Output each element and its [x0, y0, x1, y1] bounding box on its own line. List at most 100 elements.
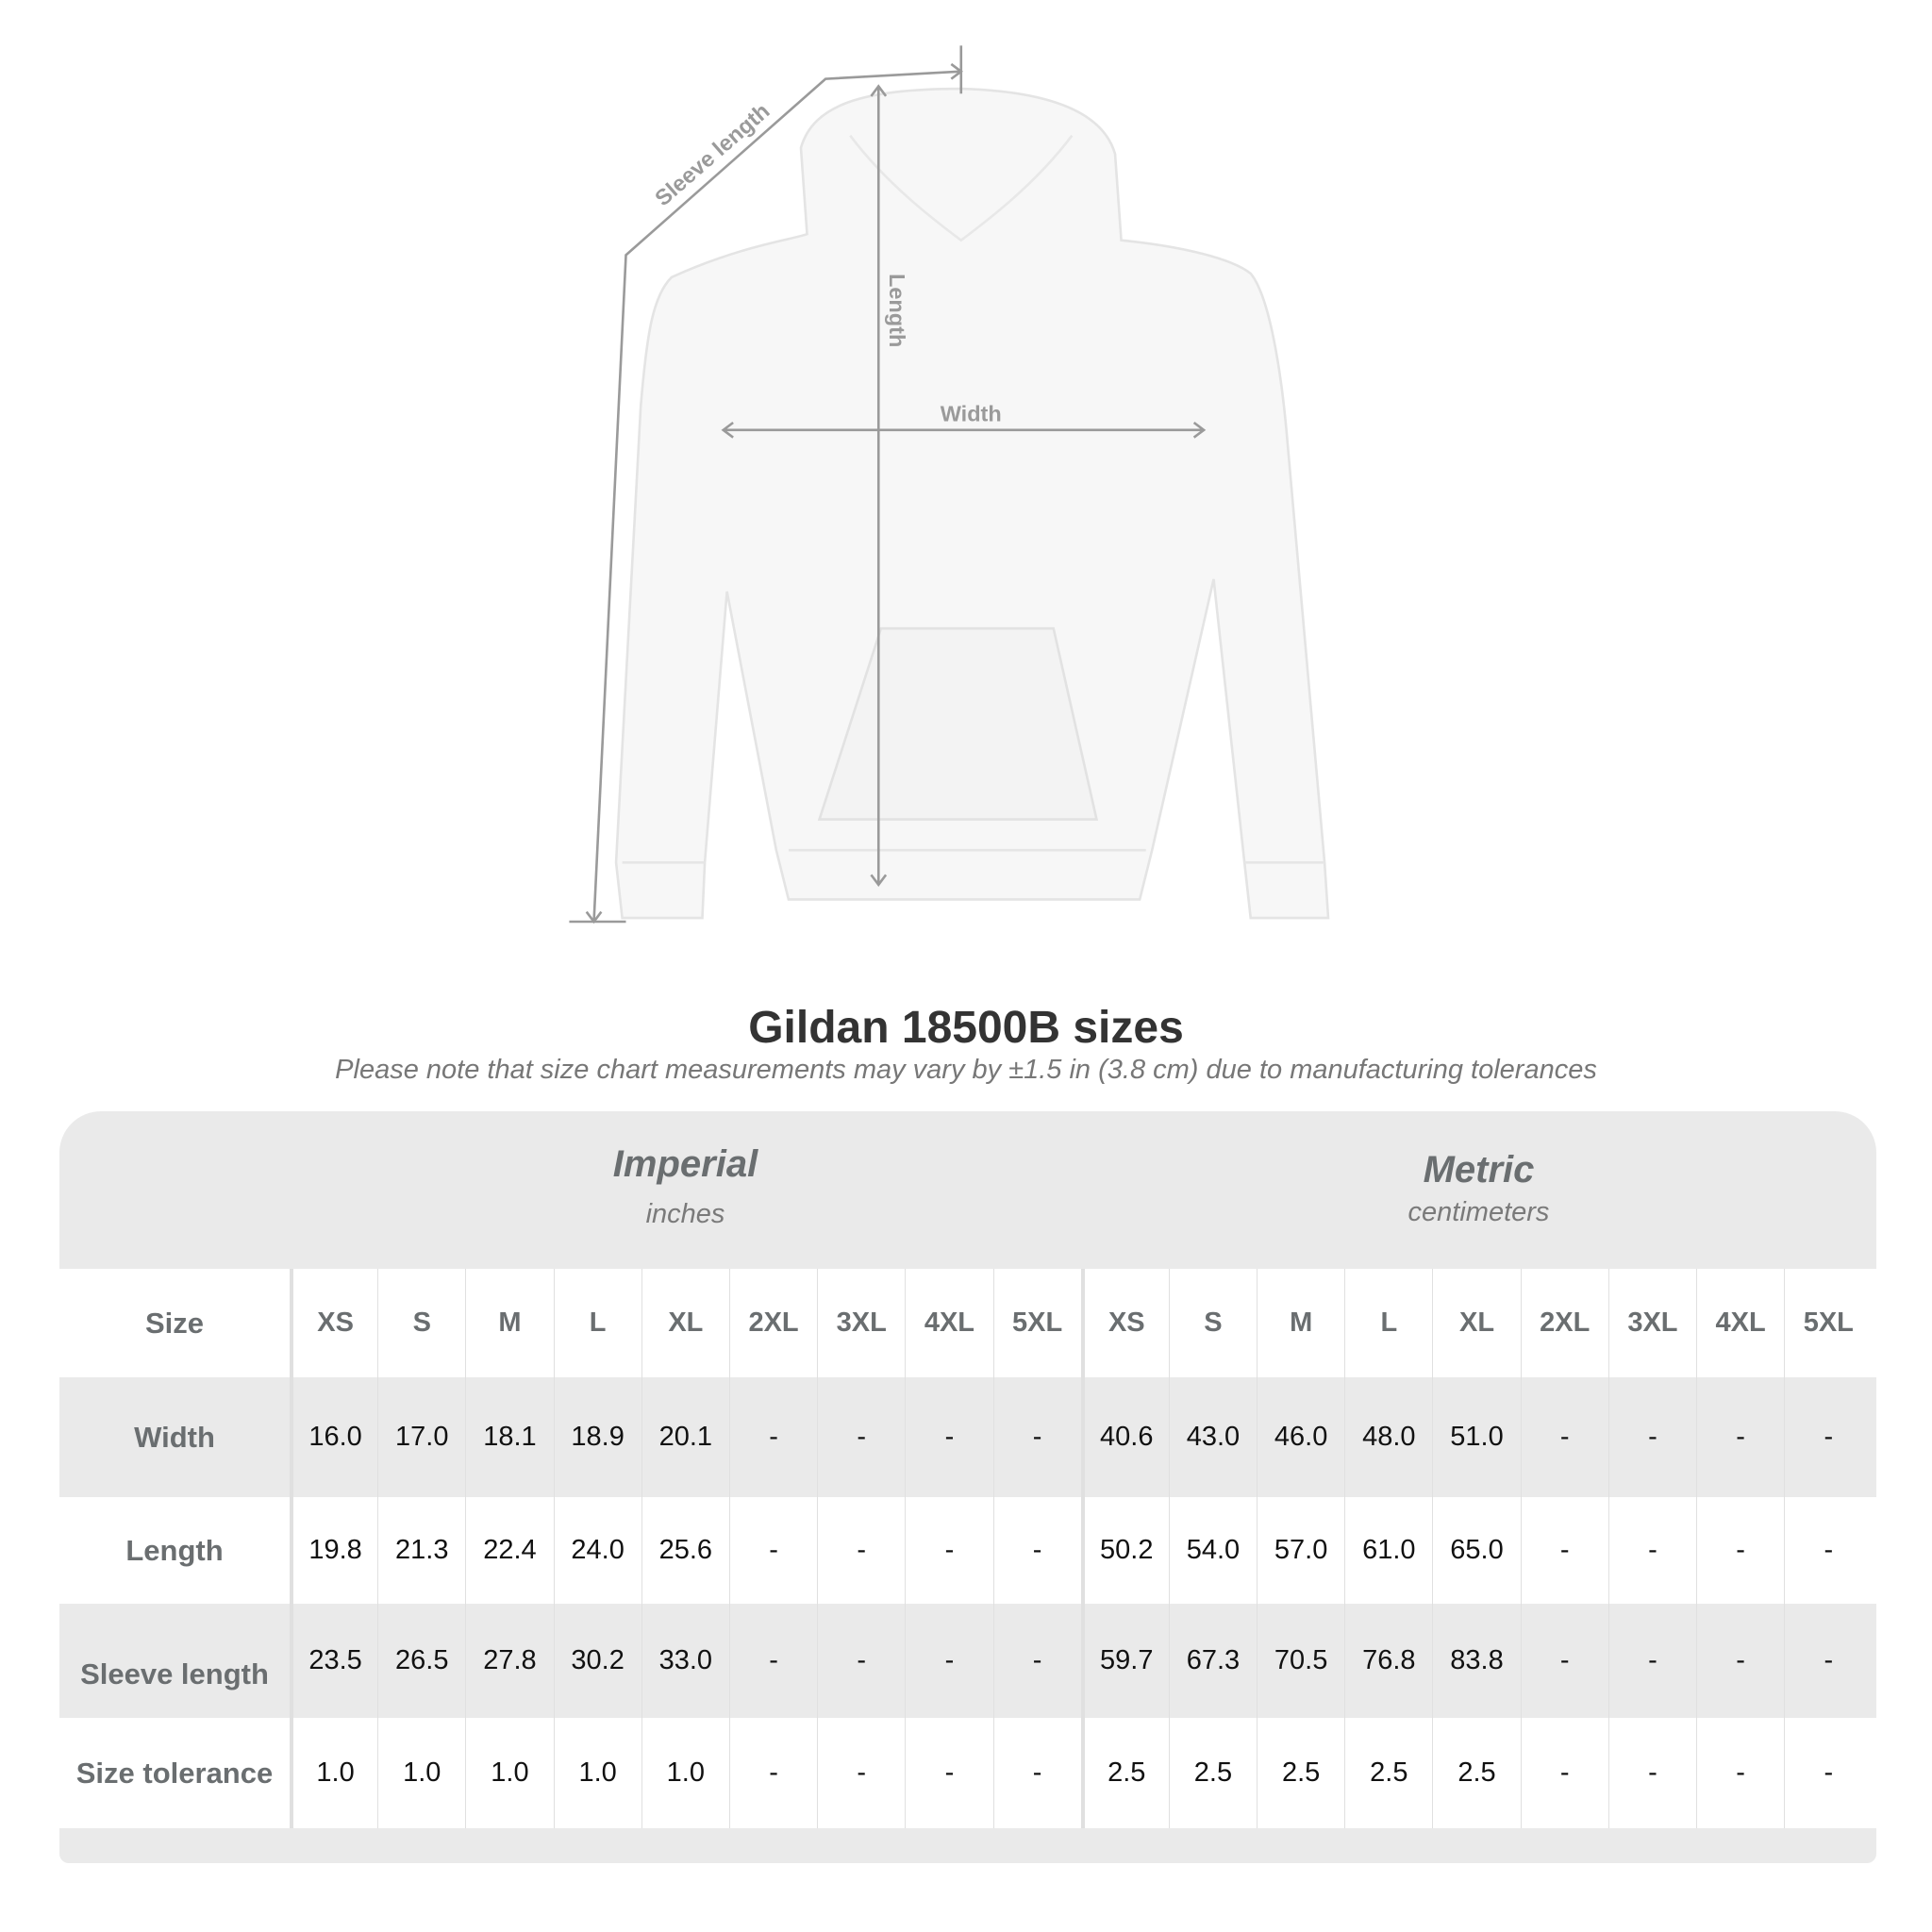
imperial-value-cell: 24.0 — [553, 1497, 641, 1604]
length-label: Length — [885, 274, 909, 347]
imperial-value-cell: - — [992, 1497, 1081, 1604]
measure-lines — [569, 45, 1207, 924]
imperial-value-cell: - — [728, 1377, 817, 1497]
metric-value-cell: 2.5 — [1168, 1718, 1257, 1828]
imperial-value-cell: - — [905, 1497, 992, 1604]
imperial-value-cell: - — [817, 1377, 905, 1497]
metric-size-header: 5XL — [1784, 1269, 1872, 1377]
metric-value-cell: 59.7 — [1080, 1604, 1169, 1718]
imperial-value-cell: 1.0 — [290, 1718, 377, 1828]
metric-value-cell: 67.3 — [1168, 1604, 1257, 1718]
metric-size-header: XL — [1432, 1269, 1520, 1377]
tolerance-note: Please note that size chart measurements… — [335, 1055, 1597, 1085]
imperial-size-header: 4XL — [905, 1269, 992, 1377]
metric-value-cell: 76.8 — [1344, 1604, 1432, 1718]
imperial-value-cell: 26.5 — [377, 1604, 465, 1718]
imperial-value-cell: - — [728, 1497, 817, 1604]
imperial-value-cell: - — [905, 1718, 992, 1828]
sleeve-length-label: Sleeve length — [650, 98, 774, 210]
metric-value-cell: 2.5 — [1344, 1718, 1432, 1828]
table-row: Sleeve length 23.5 26.5 27.8 30.2 33.0- - - -59.… — [59, 1604, 1876, 1718]
imperial-value-cell: 17.0 — [377, 1377, 465, 1497]
metric-size-header: XS — [1080, 1269, 1169, 1377]
metric-header: Metric centimeters — [1081, 1111, 1876, 1269]
metric-title: Metric — [1423, 1149, 1535, 1191]
row-label: Sleeve length — [80, 1657, 269, 1690]
imperial-value-cell: 21.3 — [377, 1497, 465, 1604]
metric-value-cell: 2.5 — [1257, 1718, 1344, 1828]
metric-size-header: 3XL — [1607, 1269, 1696, 1377]
size-label: Size — [144, 1306, 205, 1340]
metric-value-cell: - — [1607, 1497, 1696, 1604]
metric-value-cell: - — [1696, 1718, 1784, 1828]
metric-size-header: S — [1168, 1269, 1257, 1377]
table-row: Width 16.0 17.0 18.1 18.9 20.1- - - -40.6 43.0 46.… — [59, 1377, 1876, 1497]
metric-value-cell: - — [1696, 1604, 1784, 1718]
metric-value-cell: - — [1784, 1377, 1872, 1497]
metric-value-cell: 46.0 — [1257, 1377, 1344, 1497]
imperial-value-cell: 23.5 — [290, 1604, 377, 1718]
metric-value-cell: 70.5 — [1257, 1604, 1344, 1718]
imperial-value-cell: 16.0 — [290, 1377, 377, 1497]
row-label: Size tolerance — [75, 1756, 274, 1790]
metric-value-cell: 65.0 — [1432, 1497, 1520, 1604]
imperial-unit: inches — [645, 1199, 725, 1229]
imperial-title: Imperial — [612, 1143, 758, 1185]
imperial-size-header: 5XL — [992, 1269, 1081, 1377]
metric-size-header: 4XL — [1696, 1269, 1784, 1377]
imperial-value-cell: 30.2 — [553, 1604, 641, 1718]
imperial-value-cell: 22.4 — [465, 1497, 553, 1604]
metric-value-cell: - — [1784, 1497, 1872, 1604]
imperial-size-header: XS — [290, 1269, 377, 1377]
imperial-size-header: 2XL — [728, 1269, 817, 1377]
metric-value-cell: - — [1607, 1718, 1696, 1828]
imperial-value-cell: 33.0 — [641, 1604, 729, 1718]
metric-value-cell: 57.0 — [1257, 1497, 1344, 1604]
size-table: Imperial inches Metric centimeters Size X… — [59, 1111, 1876, 1863]
metric-value-cell: - — [1696, 1497, 1784, 1604]
metric-value-cell: - — [1520, 1497, 1608, 1604]
imperial-header: Imperial inches — [290, 1111, 1081, 1269]
metric-size-header: M — [1257, 1269, 1344, 1377]
imperial-value-cell: - — [817, 1604, 905, 1718]
metric-value-cell: - — [1520, 1718, 1608, 1828]
metric-value-cell: 54.0 — [1168, 1497, 1257, 1604]
metric-unit: centimeters — [1407, 1197, 1550, 1227]
metric-value-cell: 48.0 — [1344, 1377, 1432, 1497]
imperial-size-header: L — [553, 1269, 641, 1377]
hoodie-diagram: Sleeve length Length Width — [569, 45, 1330, 924]
imperial-value-cell: 19.8 — [290, 1497, 377, 1604]
imperial-value-cell: 1.0 — [553, 1718, 641, 1828]
metric-value-cell: - — [1784, 1604, 1872, 1718]
width-label: Width — [941, 402, 1002, 426]
metric-value-cell: 50.2 — [1080, 1497, 1169, 1604]
imperial-value-cell: - — [817, 1497, 905, 1604]
imperial-size-header: 3XL — [817, 1269, 905, 1377]
table-row: Size tolerance 1.0 1.0 1.0 1.0 1.0- - - -2.5 2.5 2… — [59, 1718, 1876, 1828]
imperial-value-cell: - — [728, 1718, 817, 1828]
metric-value-cell: - — [1520, 1604, 1608, 1718]
imperial-value-cell: - — [905, 1377, 992, 1497]
imperial-size-header: S — [377, 1269, 465, 1377]
metric-value-cell: 61.0 — [1344, 1497, 1432, 1604]
hoodie-image — [614, 87, 1330, 920]
size-header-row: Size XS S M L XL 2XL 3XL 4XL 5XL XS S M L XL 2XL 3XL 4XL 5… — [59, 1269, 1876, 1377]
imperial-value-cell: 1.0 — [465, 1718, 553, 1828]
imperial-value-cell: - — [992, 1718, 1081, 1828]
metric-size-header: 2XL — [1520, 1269, 1608, 1377]
metric-value-cell: 40.6 — [1080, 1377, 1169, 1497]
metric-value-cell: 83.8 — [1432, 1604, 1520, 1718]
row-label: Length — [125, 1533, 224, 1567]
imperial-value-cell: - — [992, 1377, 1081, 1497]
imperial-size-header: XL — [641, 1269, 729, 1377]
imperial-value-cell: 20.1 — [641, 1377, 729, 1497]
metric-value-cell: - — [1607, 1604, 1696, 1718]
imperial-value-cell: - — [905, 1604, 992, 1718]
imperial-value-cell: - — [992, 1604, 1081, 1718]
imperial-value-cell: 25.6 — [641, 1497, 729, 1604]
imperial-size-header: M — [465, 1269, 553, 1377]
imperial-value-cell: 1.0 — [377, 1718, 465, 1828]
metric-value-cell: - — [1607, 1377, 1696, 1497]
metric-value-cell: 43.0 — [1168, 1377, 1257, 1497]
imperial-value-cell: 18.9 — [553, 1377, 641, 1497]
